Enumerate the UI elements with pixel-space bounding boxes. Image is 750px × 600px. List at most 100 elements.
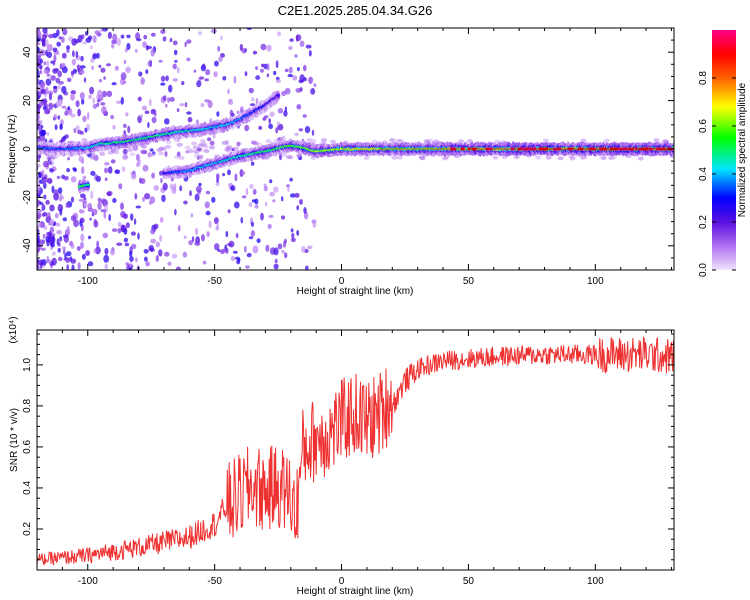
spectrogram-noise-cell [58,99,63,106]
spectrogram-noise-cell [130,231,136,236]
spectrogram-noise-cell [93,249,97,254]
spectrogram-noise-cell [284,252,288,259]
spectrogram-noise-cell [106,63,111,67]
spectrogram-noise-cell [147,121,150,129]
spectrogram-noise-cell [42,160,49,168]
spectrogram-noise-cell [92,208,98,216]
spectrogram-noise-cell [269,179,273,184]
spectrogram-noise-cell [54,68,60,72]
spectrogram-noise-cell [179,185,183,192]
spectrogram-noise-cell [301,246,306,253]
spectrogram-band-cell [545,155,552,160]
spectrogram-noise-cell [95,246,101,255]
spectrogram-noise-cell [142,164,149,172]
spectrogram-noise-cell [275,127,279,134]
spectrogram-noise-cell [256,238,261,244]
spectrogram-noise-cell [123,213,128,219]
spectrogram-noise-cell [87,202,93,211]
spectrogram-noise-cell [241,48,247,54]
spectrogram-noise-cell [290,237,296,243]
spectrogram-noise-cell [89,86,95,95]
spectrogram-noise-cell [230,185,236,192]
spectrogram-noise-cell [48,103,52,108]
spectrogram-noise-cell [82,175,87,180]
spectrogram-noise-cell [70,215,77,222]
spectrogram-noise-cell [75,50,79,59]
spectrogram-noise-cell [66,264,69,270]
spectrogram-noise-cell [61,36,65,43]
spectrogram-noise-cell [43,69,50,74]
spectrogram-noise-cell [125,112,129,117]
spectrogram-noise-cell [172,40,178,46]
spectrogram-noise-cell [37,185,41,192]
spectrogram-noise-cell [296,205,300,211]
spectrogram-noise-cell [116,38,121,46]
spectrogram-noise-cell [78,155,84,163]
spectrogram-band-cell [197,143,204,148]
spectrogram-noise-cell [46,177,53,184]
spectrogram-noise-cell [222,173,226,177]
spectrogram-noise-cell [106,91,112,97]
spectrogram-band-cell [184,145,191,150]
spectrogram-noise-cell [188,240,193,246]
spectrogram-noise-cell [294,132,299,136]
spectrogram-noise-cell [281,135,286,141]
spectrogram-noise-cell [41,179,46,185]
spectrogram-noise-cell [288,66,293,74]
spectrogram-noise-cell [308,50,312,57]
spectrogram-noise-cell [248,202,253,208]
spectrogram-band-cell [251,141,258,145]
spectrogram-noise-cell [126,34,131,39]
spectrogram-noise-cell [142,196,146,202]
spectrogram-noise-cell [283,240,287,248]
spectrogram-band-cell [397,139,404,144]
spectrogram-noise-cell [83,202,88,207]
spectrogram-noise-cell [261,63,265,68]
spectrogram-band-cell [209,145,215,150]
spectrogram-noise-cell [62,248,66,255]
spectrogram-noise-cell [255,75,261,80]
spectrogram-noise-cell [287,186,290,192]
spectrogram-noise-cell [269,191,275,197]
spectrogram-noise-cell [111,228,118,233]
spectrogram-noise-cell [125,222,130,229]
spectrogram-noise-cell [106,191,112,197]
spectrogram-noise-cell [214,217,219,225]
spectrogram-band-cell [581,155,588,160]
spectrogram-noise-cell [92,97,96,104]
spectrogram-noise-cell [276,79,281,83]
spectrogram-noise-cell [313,83,317,88]
spectrogram-noise-cell [305,265,309,270]
spectrogram-noise-cell [70,93,75,101]
spectrogram-noise-cell [37,221,42,228]
spectrogram-noise-cell [104,247,109,255]
spectrogram-noise-cell [107,166,113,174]
colorbar-tick-label: 0.8 [698,71,709,85]
spectrogram-noise-cell [277,243,283,250]
spectrogram-noise-cell [117,221,122,228]
spectrogram-noise-cell [287,74,294,78]
spectrogram-noise-cell [37,200,40,207]
spectrogram-noise-cell [214,243,220,251]
spectrogram-noise-cell [43,61,47,66]
spectrogram-noise-cell [49,168,54,173]
spectrogram-band-cell [285,154,292,159]
spectrogram-noise-cell [37,30,42,39]
spectrogram-noise-cell [289,38,294,42]
spectrogram-noise-cell [124,242,130,247]
spectrogram-noise-cell [58,197,63,202]
spectrogram-noise-cell [290,228,294,233]
spectrogram-noise-cell [52,47,58,53]
spectrogram-noise-cell [220,35,223,41]
spectrogram-noise-cell [171,253,178,259]
spectrogram-noise-cell [37,120,41,126]
spectrogram-noise-cell [58,81,64,85]
spectrogram-noise-cell [155,241,161,248]
spectrogram-noise-cell [217,248,221,253]
spectrogram-noise-cell [181,81,185,86]
spectrogram-noise-cell [120,72,127,81]
spectrogram-band-cell [158,151,164,156]
spectrogram-noise-cell [135,257,138,263]
spectrogram-noise-cell [82,41,88,45]
